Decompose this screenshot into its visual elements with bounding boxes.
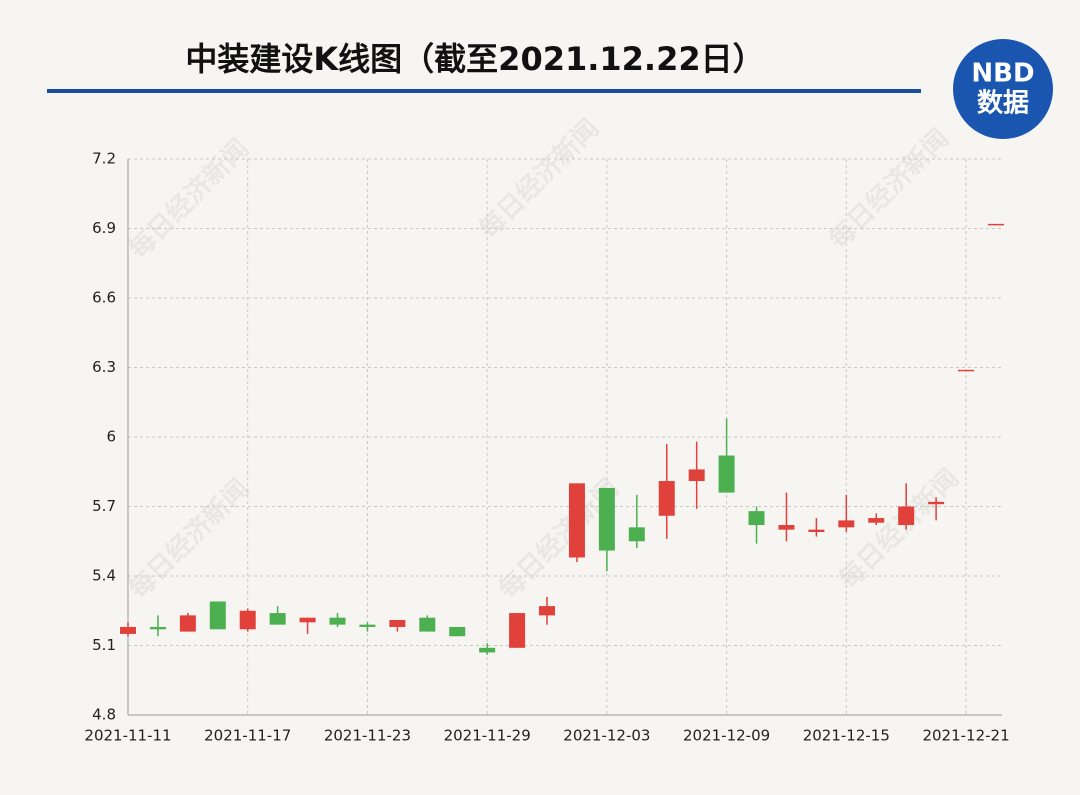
candle-body <box>239 610 256 630</box>
candle-body <box>329 617 346 625</box>
candle-body <box>359 624 376 627</box>
x-tick-label: 2021-11-29 <box>444 727 531 745</box>
candle-body <box>179 615 196 632</box>
candle-body <box>688 469 705 482</box>
logo-bottom: 数据 <box>977 89 1029 119</box>
candle-body <box>568 483 585 558</box>
x-tick-label: 2021-12-21 <box>922 727 1009 745</box>
candle-body <box>718 455 735 493</box>
logo <box>953 39 1053 139</box>
candle-body <box>209 601 226 630</box>
y-tick-label: 5.4 <box>92 567 116 585</box>
candle-body <box>958 369 975 372</box>
y-tick-label: 6 <box>106 428 116 446</box>
y-tick-label: 7.2 <box>92 150 116 168</box>
x-tick-label: 2021-12-03 <box>563 727 650 745</box>
candle-body <box>898 506 915 526</box>
candle-body <box>479 647 496 653</box>
title-underline <box>47 89 921 93</box>
candle-body <box>419 617 436 632</box>
candle-body <box>389 620 406 627</box>
candle-body <box>628 527 645 542</box>
candle-body <box>539 606 556 616</box>
y-tick-label: 6.6 <box>92 289 116 307</box>
candle-body <box>658 481 675 516</box>
x-tick-label: 2021-12-15 <box>803 727 890 745</box>
candle-body <box>509 613 526 648</box>
candle-body <box>778 525 795 530</box>
candle-body <box>449 626 466 637</box>
candle-body <box>808 529 825 532</box>
candle-body <box>838 520 855 528</box>
candle-body <box>149 626 166 630</box>
candle-body <box>299 617 316 623</box>
candle-body <box>987 223 1004 226</box>
candle-body <box>928 501 945 505</box>
y-tick-label: 5.7 <box>92 497 116 515</box>
y-tick-label: 6.9 <box>92 219 116 237</box>
y-tick-label: 6.3 <box>92 358 116 376</box>
candle-body <box>868 518 885 523</box>
candle-body <box>748 511 765 526</box>
x-tick-label: 2021-11-23 <box>324 727 411 745</box>
candle-body <box>269 613 286 625</box>
y-tick-label: 5.1 <box>92 636 116 654</box>
y-tick-label: 4.8 <box>92 706 116 724</box>
x-tick-label: 2021-12-09 <box>683 727 770 745</box>
logo-top: NBD <box>971 59 1034 89</box>
x-tick-label: 2021-11-17 <box>204 727 291 745</box>
candle-body <box>598 487 615 551</box>
candle-body <box>120 626 136 634</box>
x-tick-label: 2021-11-11 <box>84 727 171 745</box>
chart-title: 中装建设K线图（截至2021.12.22日） <box>185 40 764 78</box>
